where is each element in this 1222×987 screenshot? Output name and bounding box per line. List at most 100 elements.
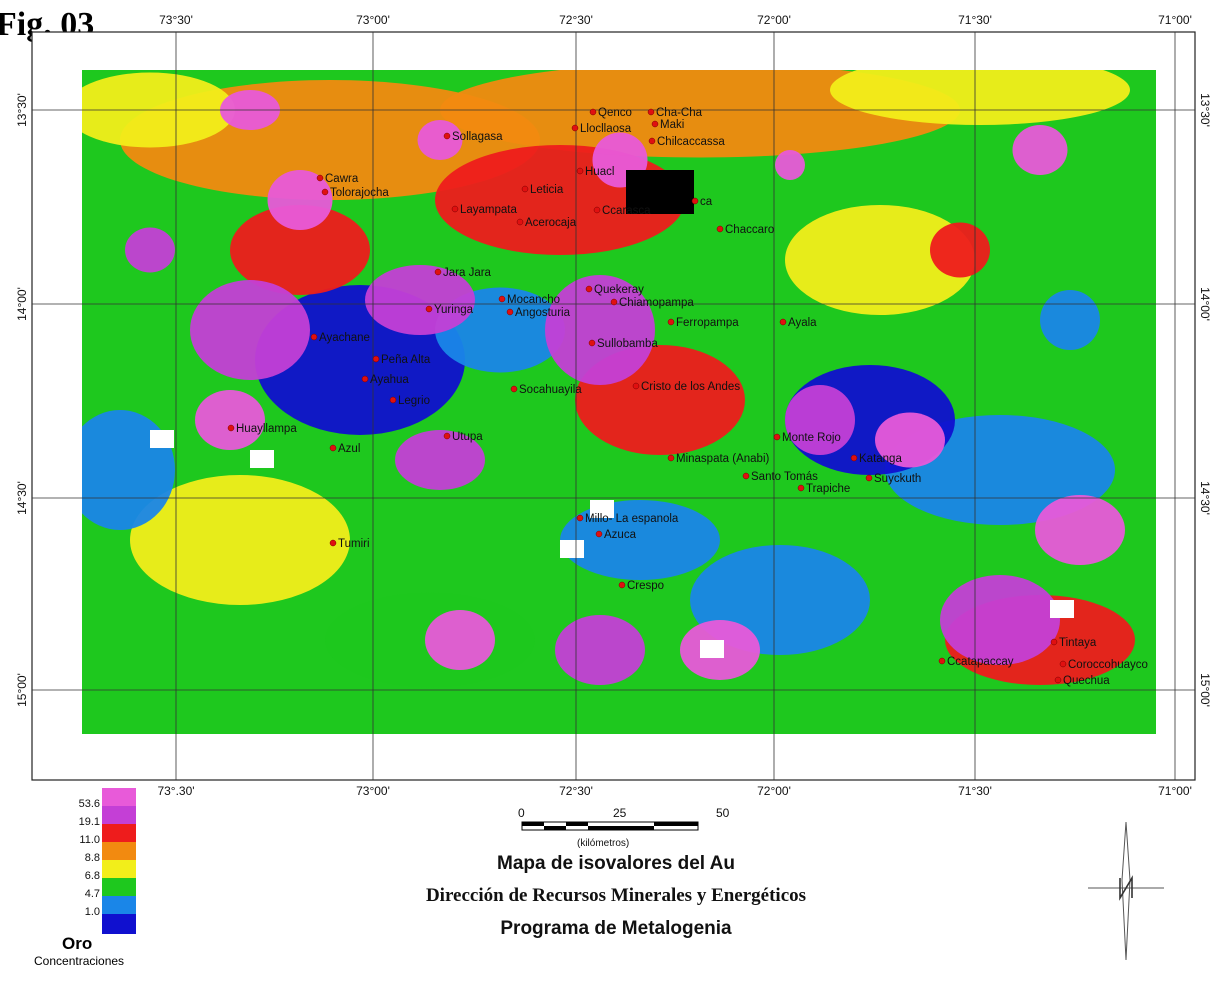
place-label: Ccatapaccay	[947, 656, 1014, 668]
legend-row	[58, 806, 178, 826]
place-label: Santo Tomás	[751, 471, 818, 483]
place-label: Jara Jara	[443, 267, 492, 279]
occurrence-dot	[648, 137, 656, 145]
place-label: Monte Rojo	[782, 432, 841, 444]
occurrence-dot	[227, 424, 235, 432]
place-label: Socahuayila	[519, 384, 582, 396]
occurrence-dot	[865, 474, 873, 482]
place-label: Katanga	[859, 453, 902, 465]
occurrence-dot	[1054, 676, 1062, 684]
bottom-longitude-label: 72°30'	[559, 784, 593, 798]
left-latitude-label: 14°00'	[15, 287, 29, 321]
occurrence-dot	[443, 132, 451, 140]
scale-bar	[521, 821, 699, 831]
scale-tick-50: 50	[716, 806, 730, 820]
occurrence-dot	[389, 396, 397, 404]
concentration-raster	[82, 70, 1156, 734]
place-label: Qenco	[598, 107, 632, 119]
place-label: Ccarasca	[602, 205, 651, 217]
place-label: Azul	[338, 443, 360, 455]
occurrence-dot	[1050, 638, 1058, 646]
bottom-longitude-label: 73°.30'	[157, 784, 194, 798]
legend-row	[58, 842, 178, 862]
legend-value: 6.8	[84, 870, 100, 882]
bottom-longitude-label: 73°00'	[356, 784, 390, 798]
occurrence-dot	[667, 318, 675, 326]
scale-unit: (kilómetros)	[577, 838, 630, 849]
occurrence-dot	[425, 305, 433, 313]
place-label: Crespo	[627, 580, 664, 592]
legend-swatch	[102, 896, 136, 916]
legend-value: 53.6	[78, 798, 100, 810]
occurrence-dot	[667, 454, 675, 462]
occurrence-dot	[506, 308, 514, 316]
place-label: Acerocaja	[525, 217, 577, 229]
legend-swatch	[102, 788, 136, 808]
occurrence-dot	[593, 206, 601, 214]
right-latitude-label: 15°00'	[1198, 673, 1212, 707]
legend-row	[58, 914, 178, 934]
occurrence-dot	[329, 444, 337, 452]
place-label: Chilcaccassa	[657, 136, 725, 148]
occurrence-dot	[779, 318, 787, 326]
bottom-longitude-label: 71°00'	[1158, 784, 1192, 798]
place-label: Cha-Cha	[656, 107, 703, 119]
occurrence-dot	[632, 382, 640, 390]
place-label: Quechua	[1063, 675, 1110, 687]
place-label: Coroccohuayco	[1068, 659, 1148, 671]
place-label: Leticia	[530, 184, 564, 196]
place-label: Azuca	[604, 529, 637, 541]
place-label: Sollagasa	[452, 131, 503, 143]
occurrence-dot	[434, 268, 442, 276]
occurrence-dot	[585, 285, 593, 293]
legend-row	[58, 878, 178, 898]
institution-title: Dirección de Recursos Minerales y Energé…	[425, 885, 807, 906]
occurrence-dot	[773, 433, 781, 441]
program-title: Programa de Metalogenia	[500, 918, 732, 939]
legend-title: Oro	[62, 934, 93, 953]
occurrence-dot	[618, 581, 626, 589]
occurrence-dot	[321, 188, 329, 196]
top-longitude-label: 73°30'	[159, 13, 193, 27]
occurrence-dot	[443, 432, 451, 440]
occurrence-dot	[797, 484, 805, 492]
place-label: Tumiri	[338, 538, 370, 550]
place-label: Maki	[660, 119, 684, 131]
place-label: Tolorajocha	[330, 187, 389, 199]
place-label: Sullobamba	[597, 338, 658, 350]
place-label: Ayahua	[370, 374, 409, 386]
place-label: Tintaya	[1059, 637, 1097, 649]
occurrence-dot	[372, 355, 380, 363]
right-latitude-label: 13°30'	[1198, 93, 1212, 127]
occurrence-dot	[716, 225, 724, 233]
place-label: Ayachane	[319, 332, 370, 344]
top-longitude-label: 71°00'	[1158, 13, 1192, 27]
legend-swatch	[102, 824, 136, 844]
bottom-longitude-label: 71°30'	[958, 784, 992, 798]
occurrence-dot	[516, 218, 524, 226]
legend-value: 19.1	[78, 816, 100, 828]
place-label: Cristo de los Andes	[641, 381, 740, 393]
legend-row	[58, 896, 178, 916]
place-label: Millo- La espanola	[585, 513, 679, 525]
occurrence-dot	[521, 185, 529, 193]
top-longitude-label: 73°00'	[356, 13, 390, 27]
north-arrow-icon	[1088, 821, 1164, 961]
bottom-longitude-label: 72°00'	[757, 784, 791, 798]
place-label: Trapiche	[806, 483, 850, 495]
left-latitude-label: 15°00'	[15, 673, 29, 707]
legend-row	[58, 824, 178, 844]
occurrence-dot	[361, 375, 369, 383]
occurrence-dot	[651, 120, 659, 128]
place-label: Yuringa	[434, 304, 474, 316]
legend-row	[58, 788, 178, 808]
place-label: Huayllampa	[236, 423, 297, 435]
occurrence-dot	[576, 167, 584, 175]
left-latitude-label: 14°30'	[15, 481, 29, 515]
place-label: Ferropampa	[676, 317, 739, 329]
legend-value: 4.7	[84, 888, 100, 900]
occurrence-dot	[938, 657, 946, 665]
occurrence-dot	[691, 197, 699, 205]
occurrence-dot	[571, 124, 579, 132]
